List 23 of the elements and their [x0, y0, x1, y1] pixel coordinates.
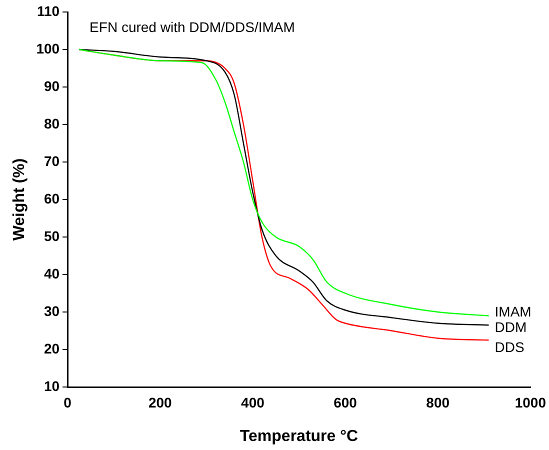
y-tick-label: 30: [44, 302, 60, 319]
text: EFN cured with DDM/DDS/IMAM: [90, 18, 295, 35]
y-axis-title: Weight (%): [11, 158, 28, 241]
y-tick-label: 50: [44, 228, 60, 244]
y-tick-label: 80: [44, 115, 60, 132]
x-tick-label: 600: [334, 394, 358, 410]
series-label: DDS: [494, 338, 524, 355]
y-tick-label: 100: [36, 40, 60, 56]
series-label: IMAM: [494, 304, 532, 320]
x-tick-label: 800: [426, 394, 450, 410]
x-tick-label: 1000: [514, 394, 546, 410]
y-tick-label: 10: [44, 378, 60, 394]
x-axis-title: Temperature °C: [240, 428, 358, 445]
x-tick-label: 400: [241, 394, 265, 410]
y-tick-label: 60: [44, 190, 60, 206]
y-tick-label: 70: [44, 152, 60, 169]
y-tick-label: 110: [36, 2, 60, 19]
series-label: DDM: [494, 318, 527, 335]
x-tick-label: 0: [64, 394, 72, 410]
y-tick-label: 20: [44, 340, 60, 356]
x-tick-label: 200: [148, 394, 172, 410]
y-tick-label: 90: [44, 78, 60, 94]
y-tick-label: 40: [44, 265, 60, 282]
